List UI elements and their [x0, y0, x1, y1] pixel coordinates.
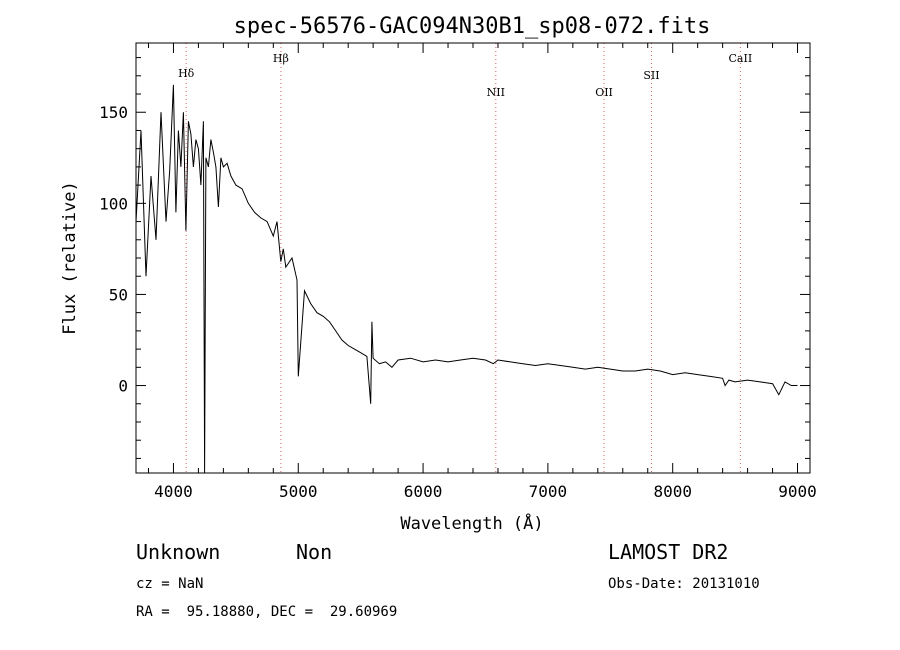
- marker-label-5: CaII: [729, 52, 753, 65]
- class-label: Unknown: [136, 540, 221, 564]
- spectrum-line: [135, 84, 798, 474]
- emission-line-markers: Hδ Hβ NII OII SII CaII: [178, 43, 752, 473]
- y-axis-ticks: 0 50 100 150: [99, 57, 810, 459]
- y-tick-label: 0: [118, 377, 128, 396]
- series-layer: [135, 84, 798, 474]
- coordinates-label: RA = 95.18880, DEC = 29.60969: [136, 604, 398, 620]
- y-tick-label: 150: [99, 103, 128, 122]
- x-tick-label: 5000: [279, 482, 318, 501]
- obs-date-label: Obs-Date: 20131010: [608, 576, 760, 592]
- subclass-label: Non: [296, 540, 333, 564]
- x-tick-label: 4000: [154, 482, 193, 501]
- marker-label-0: Hδ: [178, 67, 195, 80]
- marker-label-3: OII: [595, 86, 613, 99]
- survey-label: LAMOST DR2: [608, 540, 729, 564]
- x-axis-ticks: 4000 5000 6000 7000 8000 9000: [147, 43, 817, 501]
- x-tick-label: 7000: [529, 482, 568, 501]
- x-tick-label: 9000: [778, 482, 817, 501]
- x-axis-label: Wavelength (Å): [400, 512, 543, 534]
- y-tick-label: 50: [109, 285, 128, 304]
- plot-frame: [135, 42, 811, 474]
- x-tick-label: 6000: [404, 482, 443, 501]
- chart-title: spec-56576-GAC094N30B1_sp08-072.fits: [234, 14, 711, 39]
- marker-label-2: NII: [487, 86, 505, 99]
- marker-label-4: SII: [643, 69, 659, 82]
- y-axis-label: Flux (relative): [60, 181, 80, 335]
- x-tick-label: 8000: [653, 482, 692, 501]
- y-tick-label: 100: [99, 194, 128, 213]
- redshift-label: cz = NaN: [136, 576, 204, 592]
- marker-label-1: Hβ: [273, 52, 289, 65]
